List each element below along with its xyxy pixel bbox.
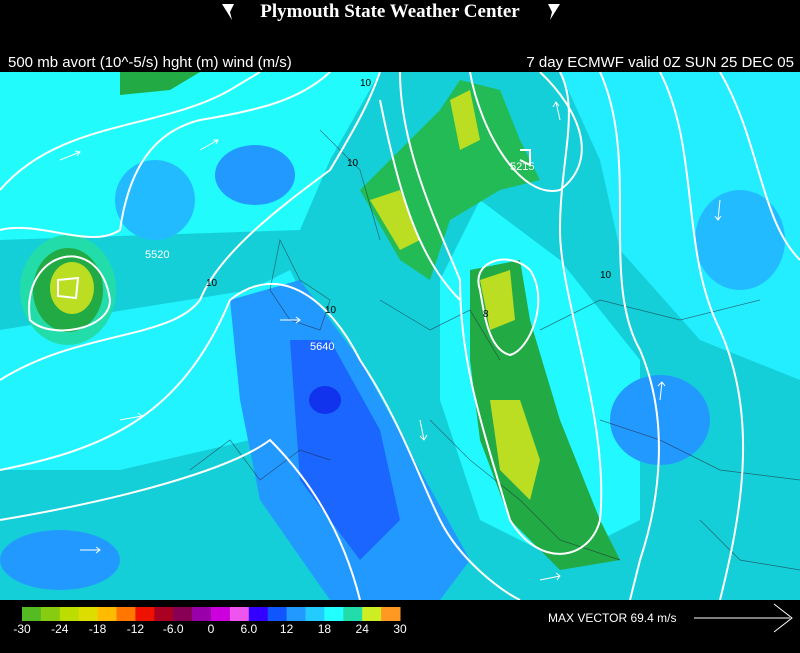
coastline (189, 129, 800, 571)
wind-arrow (80, 546, 101, 554)
field-yellow (50, 262, 94, 314)
height-contour (57, 276, 80, 300)
colorbar-tick-label: -24 (51, 622, 69, 636)
colorbar-swatch (305, 607, 325, 621)
field-blue (215, 145, 295, 205)
colorbar-swatch (154, 607, 174, 621)
field-blue (610, 375, 710, 465)
colorbar-swatch (362, 607, 382, 621)
wind-vectors (59, 101, 722, 581)
contour-label: 8 (483, 309, 489, 320)
field-blue (309, 386, 341, 414)
subtitle-left: 500 mb avort (10^-5/s) hght (m) wind (m/… (8, 54, 292, 71)
colorbar-tick-label: 12 (280, 622, 294, 636)
contour-label: 10 (325, 305, 337, 316)
colorbar-tick-label: -18 (89, 622, 107, 636)
title: Plymouth State Weather Center (260, 1, 520, 22)
wind-arrow (280, 316, 301, 324)
subtitle-right: 7 day ECMWF valid 0Z SUN 25 DEC 05 (526, 54, 794, 71)
field-blue (695, 190, 785, 290)
contour-label: 5520 (145, 249, 169, 261)
colorbar-swatch (116, 607, 136, 621)
colorbar-swatch (173, 607, 193, 621)
colorbar-tick-label: 18 (318, 622, 332, 636)
colorbar-swatch (40, 607, 61, 621)
field-blue (0, 530, 120, 590)
height-contour (0, 438, 361, 600)
colorbar-swatch (59, 607, 80, 621)
height-contour (599, 72, 660, 600)
logo-left (222, 4, 234, 20)
contour-label: 10 (206, 278, 218, 289)
height-contour (519, 149, 531, 167)
height-contour (28, 255, 112, 332)
colorbar-swatch (343, 607, 363, 621)
colorbar-swatch (211, 607, 231, 621)
colorbar-tick-label: -6.0 (163, 622, 184, 636)
wind-arrow (714, 199, 722, 221)
colorbar-swatch (192, 607, 212, 621)
height-contour (477, 258, 540, 357)
colorbar-swatch (267, 607, 288, 621)
field-yellow (480, 270, 515, 330)
max-vector-arrow (694, 603, 793, 633)
contour-label: 5640 (310, 341, 334, 353)
height-contour (469, 72, 583, 192)
height-contour (719, 72, 800, 261)
colorbar: -30 -24 -18 -12 -6.0 0 6.0 12 18 24 30 (13, 607, 407, 636)
field-cyan (0, 72, 380, 240)
logo-right (548, 4, 560, 20)
height-contour (0, 282, 521, 600)
contour-label: 10 (360, 78, 372, 89)
wind-arrow (539, 572, 561, 581)
height-contour (0, 72, 331, 239)
colorbar-tick-label: -12 (127, 622, 145, 636)
max-vector: MAX VECTOR 69.4 m/s (548, 603, 793, 633)
colorbar-swatch (135, 607, 155, 621)
contour-label: 5215 (510, 161, 534, 173)
height-contour (0, 72, 381, 381)
max-vector-label: MAX VECTOR 69.4 m/s (548, 611, 676, 625)
header: Plymouth State Weather Center 500 mb avo… (8, 1, 794, 71)
contour-label: 10 (600, 270, 612, 281)
wind-arrow (199, 139, 219, 151)
wind-arrow (657, 381, 666, 401)
colorbar-tick-label: 6.0 (240, 622, 257, 636)
height-contour (379, 99, 461, 301)
colorbar-swatch (286, 607, 306, 621)
colorbar-swatch (22, 607, 42, 621)
wind-arrow (552, 101, 561, 121)
height-contour (399, 72, 603, 555)
wind-arrow (419, 419, 428, 441)
map: 5520 5640 5215 10 10 10 10 10 8 (0, 72, 800, 600)
colorbar-tick-label: -30 (13, 622, 31, 636)
height-contour (659, 72, 745, 600)
field-yellow (490, 400, 540, 500)
colorbar-swatch (97, 607, 117, 621)
colorbar-tick-label: 30 (393, 622, 407, 636)
field-green (470, 260, 620, 570)
colorbar-tick-label: 24 (356, 622, 370, 636)
field-yellow (370, 190, 420, 250)
field-green (120, 72, 200, 95)
colorbar-tick-label: 0 (208, 622, 215, 636)
field-cyan (560, 72, 800, 380)
field-blue (115, 160, 195, 240)
colorbar-swatch (248, 607, 269, 621)
colorbar-swatch (78, 607, 99, 621)
colorbar-swatch (229, 607, 250, 621)
wind-arrow (119, 412, 143, 421)
colorbar-swatch (381, 607, 401, 621)
contour-label: 10 (347, 158, 359, 169)
field-yellow (450, 90, 480, 150)
height-contour (0, 72, 261, 191)
wind-arrow (59, 150, 81, 161)
colorbar-swatch (324, 607, 344, 621)
